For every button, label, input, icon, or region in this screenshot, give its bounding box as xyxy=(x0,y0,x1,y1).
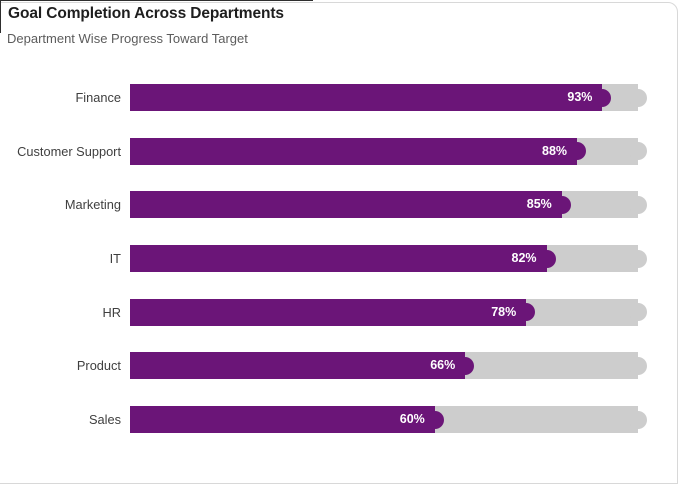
category-label: Product xyxy=(76,358,121,374)
bar-fill[interactable]: 78% xyxy=(130,298,527,326)
bar-fill[interactable]: 66% xyxy=(130,352,466,380)
value-label: 85% xyxy=(526,197,552,212)
value-label: 66% xyxy=(430,358,456,373)
category-label: Marketing xyxy=(64,197,121,213)
value-label: 82% xyxy=(511,251,537,266)
value-label: 93% xyxy=(567,90,593,104)
category-label: Customer Support xyxy=(17,143,121,159)
bar-row: Product 66% xyxy=(0,352,660,380)
bar-row: HR 78% xyxy=(0,298,660,326)
bar-fill[interactable]: 93% xyxy=(130,84,603,111)
chart-subtitle: Department Wise Progress Toward Target xyxy=(7,31,248,46)
bar-fill[interactable]: 82% xyxy=(130,245,547,273)
value-label: 88% xyxy=(542,143,568,158)
bar-chart: Finance 93% Customer Support 88% Marketing 85… xyxy=(0,84,660,460)
report-canvas: Goal Completion Across Departments Depar… xyxy=(0,0,693,465)
value-label: 78% xyxy=(491,304,517,319)
bar-row: IT 82% xyxy=(0,245,660,273)
category-label: IT xyxy=(109,251,121,267)
category-label: Finance xyxy=(75,90,121,105)
bar-fill[interactable]: 85% xyxy=(130,191,562,219)
bar-row: Finance 93% xyxy=(0,84,660,111)
bar-fill[interactable]: 88% xyxy=(130,137,578,165)
bar-track: 93% xyxy=(130,84,638,111)
bar-row: Marketing 85% xyxy=(0,191,660,219)
bar-track: 88% xyxy=(130,137,638,165)
value-label: 60% xyxy=(399,412,425,427)
category-label: Sales xyxy=(88,412,121,428)
bar-track: 66% xyxy=(130,352,638,380)
bar-fill[interactable]: 60% xyxy=(130,406,435,434)
bar-row: Customer Support 88% xyxy=(0,137,660,165)
category-label: HR xyxy=(102,304,121,320)
bar-track: 60% xyxy=(130,406,638,434)
bar-track: 78% xyxy=(130,298,638,326)
bar-track: 85% xyxy=(130,191,638,219)
bar-row: Sales 60% xyxy=(0,406,660,434)
bar-track: 82% xyxy=(130,245,638,273)
chart-title: Goal Completion Across Departments xyxy=(8,5,284,22)
